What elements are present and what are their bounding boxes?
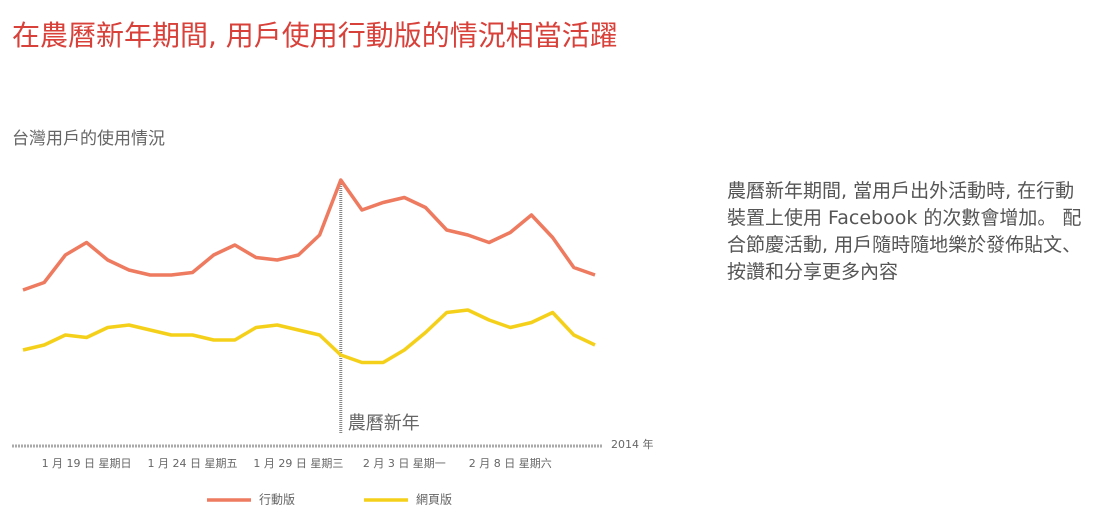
description: 農曆新年期間, 當用戶出外活動時, 在行動裝置上使用 Facebook 的次數會… <box>727 180 1082 283</box>
x-tick-label: 1 月 19 日 星期日 <box>42 457 132 470</box>
annotation-label: 農曆新年 <box>348 413 420 434</box>
x-tick-label: 2 月 3 日 星期一 <box>363 457 446 470</box>
x-tick-label: 1 月 29 日 星期三 <box>253 457 343 470</box>
line-series <box>22 308 596 365</box>
line-series <box>22 178 596 292</box>
chart-title: 在農曆新年期間, 用戶使用行動版的情況相當活躍 <box>12 19 618 52</box>
chart-subtitle: 台灣用戶的使用情況 <box>12 129 165 149</box>
x-tick-label: 1 月 24 日 星期五 <box>147 457 237 470</box>
x-axis-label: 2014 年 <box>611 437 654 451</box>
legend-label: 網頁版 <box>416 493 452 507</box>
x-tick-label: 2 月 8 日 星期六 <box>469 457 552 470</box>
legend-label: 行動版 <box>259 493 295 507</box>
